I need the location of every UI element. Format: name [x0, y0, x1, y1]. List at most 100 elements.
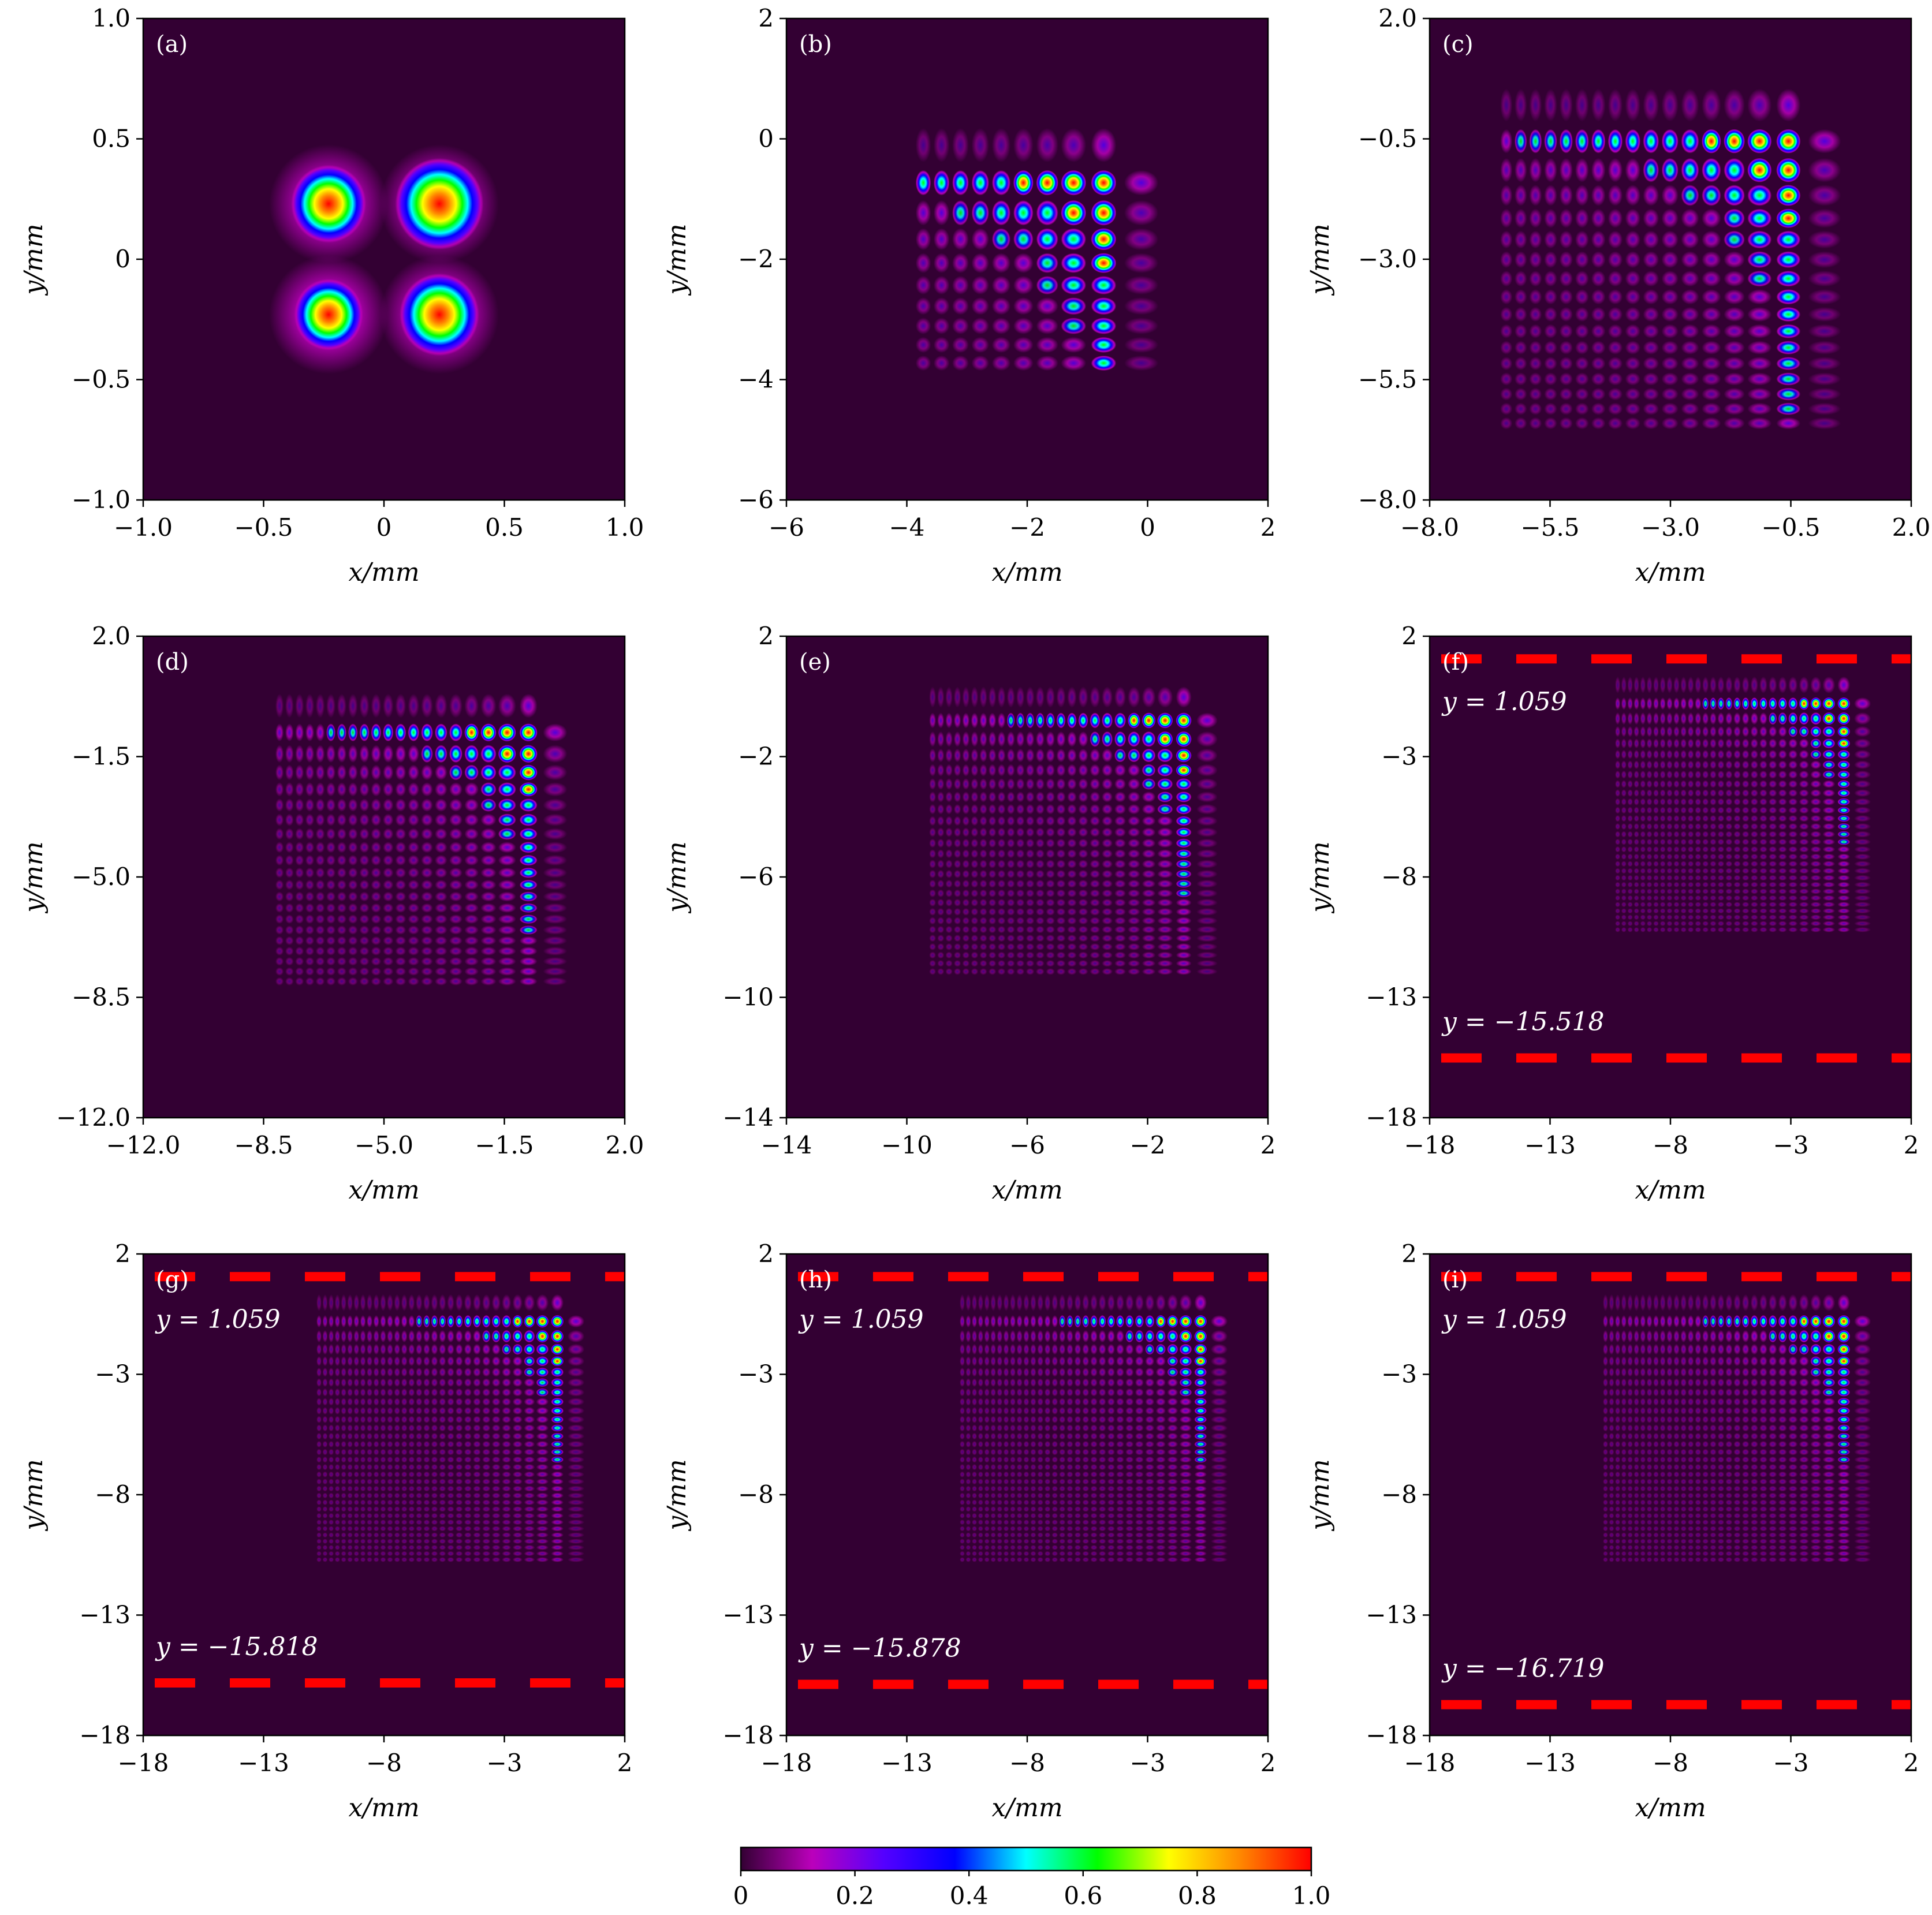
beam-lobe [1702, 895, 1709, 901]
beam-lobe [1023, 1398, 1030, 1406]
beam-lobe [1082, 1492, 1090, 1499]
beam-lobe [1078, 764, 1088, 777]
beam-lobe [1515, 402, 1527, 415]
beam-lobe [1769, 1551, 1777, 1556]
beam-lobe [1627, 838, 1633, 845]
beam-lobe [305, 841, 315, 853]
beam-lobe [305, 925, 315, 935]
beam-lobe [1788, 901, 1798, 908]
beam-lobe [1702, 372, 1721, 386]
beam-lobe [1196, 917, 1218, 925]
beam-lobe [536, 1449, 549, 1455]
beam-lobe [395, 957, 406, 966]
beam-lobe [978, 1544, 983, 1550]
beam-lobe [380, 1557, 386, 1562]
beam-lobe [1659, 1449, 1666, 1455]
beam-lobe [972, 1398, 978, 1406]
beam-lobe [1808, 270, 1841, 287]
beam-lobe [1750, 760, 1758, 770]
beam-lobe [1098, 1557, 1106, 1562]
x-axis-label: x/mm [991, 1793, 1062, 1823]
beam-lobe [1210, 1519, 1228, 1525]
beam-lobe [285, 745, 294, 763]
beam-lobe [1046, 917, 1055, 925]
beam-lobe [347, 1343, 353, 1355]
beam-lobe [1157, 960, 1173, 967]
beam-lobe [1695, 868, 1702, 874]
beam-lobe [315, 879, 325, 890]
beam-lobe [1591, 185, 1606, 206]
beam-lobe [1702, 88, 1721, 122]
beam-lobe [367, 1378, 372, 1387]
beam-lobe [971, 869, 979, 879]
beam-lobe [1603, 1440, 1608, 1448]
beam-lobe [962, 791, 970, 802]
beam-lobe [1179, 1456, 1192, 1463]
beam-lobe [1615, 889, 1621, 894]
beam-lobe [1010, 1513, 1016, 1519]
beam-lobe [371, 723, 382, 742]
beam-lobe [498, 693, 516, 718]
beam-lobe [1724, 185, 1745, 206]
beam-lobe [1016, 1416, 1023, 1424]
beam-lobe [1529, 129, 1542, 154]
beam-lobe [1016, 917, 1025, 925]
beam-lobe [1023, 1557, 1030, 1562]
beam-lobe [1633, 697, 1639, 710]
beam-lobe [1659, 1416, 1666, 1424]
beam-lobe [1003, 1485, 1009, 1492]
beam-lobe [1646, 807, 1653, 814]
beam-lobe [997, 712, 1006, 729]
beam-lobe [480, 813, 497, 826]
beam-lobe [1769, 807, 1777, 814]
beam-lobe [1082, 1330, 1090, 1343]
beam-lobe [1653, 1519, 1659, 1525]
beam-lobe [449, 891, 463, 902]
beam-lobe [1673, 882, 1680, 888]
beam-lobe [360, 1471, 366, 1478]
beam-lobe [1702, 861, 1709, 867]
beam-lobe [1210, 1471, 1228, 1478]
beam-lobe [380, 1416, 386, 1424]
beam-lobe [1750, 1539, 1758, 1544]
beam-lobe [1529, 417, 1542, 430]
beam-lobe [543, 967, 568, 976]
beam-lobe [1023, 1343, 1030, 1355]
beam-lobe [1114, 917, 1127, 925]
beam-lobe [1653, 780, 1659, 788]
beam-lobe [464, 1424, 472, 1432]
beam-lobe [316, 1492, 322, 1499]
beam-lobe [380, 1294, 386, 1312]
beam-lobe [1609, 1492, 1614, 1499]
x-tick-label: 2.0 [1892, 513, 1931, 542]
beam-lobe [387, 1557, 393, 1562]
beam-lobe [965, 1485, 971, 1492]
beam-lobe [1030, 1526, 1036, 1532]
beam-lobe [1082, 1388, 1090, 1397]
beam-lobe [1116, 1526, 1124, 1532]
beam-lobe [1788, 868, 1798, 874]
beam-lobe [383, 693, 394, 718]
panel-label: (e) [799, 649, 831, 675]
beam-lobe [971, 960, 979, 967]
beam-lobe [1615, 1544, 1621, 1550]
beam-lobe [551, 1356, 564, 1367]
beam-lobe [1853, 1407, 1871, 1415]
beam-lobe [416, 1330, 423, 1343]
beam-lobe [1167, 1464, 1178, 1470]
beam-lobe [1778, 738, 1787, 749]
beam-lobe [1194, 1557, 1207, 1562]
beam-lobe [512, 1407, 523, 1415]
beam-lobe [1125, 1315, 1134, 1328]
beam-lobe [962, 804, 970, 815]
beam-lobe [498, 914, 516, 924]
beam-lobe [972, 1343, 978, 1355]
beam-lobe [1702, 270, 1721, 287]
beam-lobe [536, 1506, 549, 1512]
beam-lobe [1067, 731, 1077, 747]
beam-lobe [1769, 738, 1777, 749]
beam-lobe [334, 1388, 340, 1397]
beam-lobe [1167, 1519, 1178, 1525]
beam-lobe [1016, 816, 1025, 826]
beam-lobe [1059, 1471, 1066, 1478]
